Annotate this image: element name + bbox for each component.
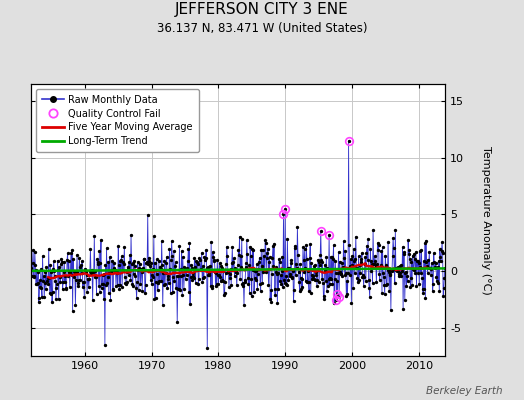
Text: 36.137 N, 83.471 W (United States): 36.137 N, 83.471 W (United States): [157, 22, 367, 35]
Text: Berkeley Earth: Berkeley Earth: [427, 386, 503, 396]
Y-axis label: Temperature Anomaly (°C): Temperature Anomaly (°C): [481, 146, 491, 294]
Text: JEFFERSON CITY 3 ENE: JEFFERSON CITY 3 ENE: [175, 2, 349, 17]
Legend: Raw Monthly Data, Quality Control Fail, Five Year Moving Average, Long-Term Tren: Raw Monthly Data, Quality Control Fail, …: [36, 89, 199, 152]
